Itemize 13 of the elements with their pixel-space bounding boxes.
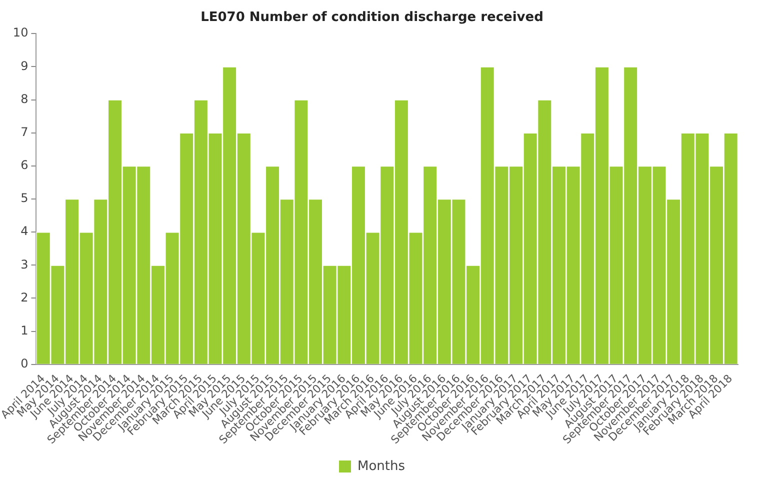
y-tick-label: 6: [20, 158, 28, 172]
y-tick-label: 7: [20, 124, 28, 139]
y-tick-label: 9: [20, 58, 28, 73]
y-tick-label: 1: [20, 323, 28, 338]
chart-title: LE070 Number of condition discharge received: [200, 10, 544, 26]
y-tick-label: 8: [20, 92, 28, 106]
y-tick-label: 4: [20, 224, 28, 238]
y-tick-label: 3: [20, 257, 28, 272]
y-tick-label: 0: [20, 356, 28, 371]
y-tick-label: 2: [20, 290, 28, 304]
y-tick-label: 5: [20, 191, 28, 206]
legend-label: Months: [357, 458, 406, 474]
y-tick-label: 10: [12, 26, 28, 40]
